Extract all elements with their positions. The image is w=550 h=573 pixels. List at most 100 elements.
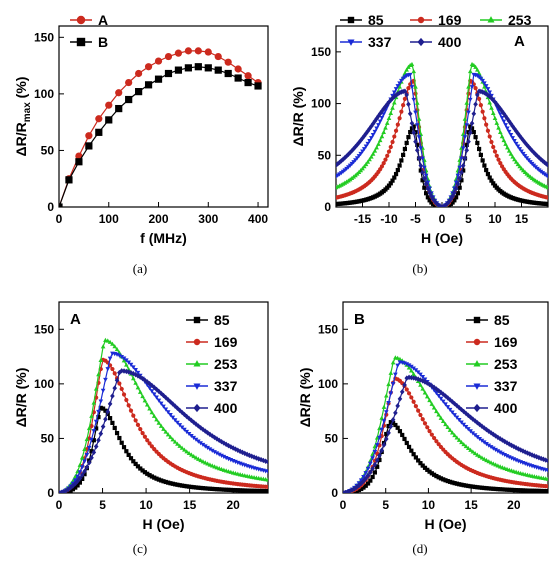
data-point [529,147,535,154]
y-tick-label: 50 [41,431,55,445]
legend-label: 85 [494,312,510,328]
data-point [377,137,383,143]
data-point [411,452,416,457]
data-point [100,423,106,430]
data-point [506,118,512,124]
data-point [251,454,257,460]
data-point [193,437,199,442]
data-point [539,488,544,493]
data-point [461,422,467,427]
data-point [79,465,85,470]
data-point [447,407,453,413]
data-point [452,432,457,438]
data-point [365,481,371,486]
data-point [89,423,94,429]
data-point [513,141,519,147]
data-point [436,387,441,394]
legend-marker [193,383,201,390]
data-point [145,471,150,476]
data-point [486,459,492,464]
data-point [375,464,380,469]
data-point [163,429,169,434]
data-point [112,385,118,391]
data-point [189,433,194,439]
data-point [420,463,425,468]
data-point [489,178,494,183]
data-point [249,488,254,493]
data-point [336,161,341,167]
data-point [147,386,152,391]
data-point [491,181,496,186]
data-point [210,486,215,491]
data-point [184,413,190,420]
data-point [424,380,430,386]
data-point [363,144,369,149]
data-point [397,429,403,434]
data-point [464,100,470,105]
data-point [464,123,470,128]
data-point [427,189,432,196]
data-point [436,412,441,417]
data-point [223,441,229,448]
plot-frame [335,25,549,208]
data-point [84,464,90,470]
data-point [397,356,403,361]
data-point [418,412,423,418]
data-point [420,178,425,183]
data-point [202,444,208,449]
data-point [523,488,528,493]
data-point [63,487,69,493]
data-point [541,488,546,493]
data-point [454,415,460,420]
data-point [393,171,399,177]
data-point [363,475,369,482]
data-point [496,125,501,130]
data-point [363,483,368,488]
data-point [470,484,475,489]
data-point [388,144,393,150]
data-point [368,469,373,475]
legend-marker [473,316,481,324]
legend-marker [473,383,481,390]
data-point [455,191,460,196]
data-point [497,450,503,455]
data-point [140,393,145,399]
data-point [124,449,129,454]
data-point [142,398,148,403]
data-point [545,489,548,493]
data-point [499,134,505,139]
data-point [440,418,446,424]
data-point [541,456,546,463]
data-point [492,115,498,121]
data-point [96,414,101,420]
data-point [177,443,183,448]
data-point [482,116,487,121]
data-point [82,468,87,475]
data-point [512,125,517,132]
data-point [354,488,359,493]
data-point [156,388,162,395]
data-point [117,353,122,358]
data-point [254,488,259,493]
data-point [212,450,217,455]
series-253 [59,337,268,493]
data-point [482,163,487,168]
y-tick-label: 100 [34,87,54,101]
data-point [189,417,194,424]
data-point [175,482,180,487]
data-point [196,439,201,444]
data-point [119,368,125,374]
data-point [388,423,394,430]
data-point [388,97,394,103]
data-point [200,442,206,448]
data-point [479,485,485,490]
data-point [511,487,516,493]
data-point [179,445,185,450]
data-point [516,446,521,452]
data-point [175,420,180,425]
data-point [103,377,108,383]
data-point [506,129,512,135]
series-line [336,73,548,207]
data-point [440,399,446,404]
